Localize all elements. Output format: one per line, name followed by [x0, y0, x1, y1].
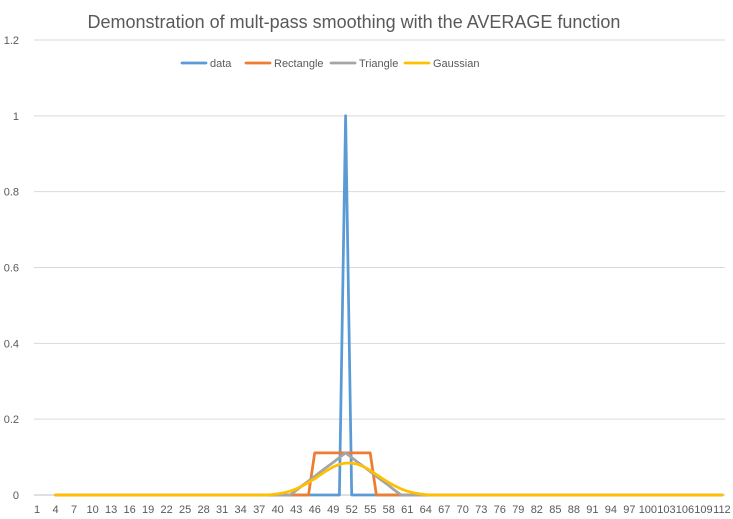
x-tick-label: 94	[605, 504, 617, 516]
x-tick-label: 112	[713, 504, 731, 516]
x-tick-label: 7	[71, 504, 77, 516]
x-tick-label: 88	[568, 504, 580, 516]
series-line-gaussian	[54, 461, 724, 497]
series-line-data	[54, 114, 724, 497]
x-tick-label: 91	[586, 504, 598, 516]
legend-label: Rectangle	[274, 58, 324, 70]
x-tick-label: 52	[346, 504, 358, 516]
y-tick-label: 0	[13, 490, 19, 502]
x-tick-label: 58	[383, 504, 395, 516]
legend: data Rectangle Triangle Gaussian	[180, 58, 479, 70]
x-tick-label: 76	[494, 504, 506, 516]
x-tick-label: 37	[253, 504, 265, 516]
x-tick-label: 28	[198, 504, 210, 516]
x-tick-label: 97	[623, 504, 635, 516]
x-tick-label: 34	[235, 504, 247, 516]
x-tick-label: 31	[216, 504, 228, 516]
x-tick-label: 109	[694, 504, 712, 516]
y-tick-label: 0.6	[4, 263, 19, 275]
y-tick-label: 0.8	[4, 187, 19, 199]
x-tick-label: 1	[34, 504, 40, 516]
legend-label: Gaussian	[433, 58, 479, 70]
y-tick-label: 1.2	[4, 35, 19, 47]
y-tick-label: 0.4	[4, 338, 19, 350]
x-tick-label: 49	[327, 504, 339, 516]
axes: 0 0.2 0.4 0.6 0.8 1 1.2 1 4 7 10 13 16 19 22 25 28 31 34 37…	[4, 35, 731, 516]
x-tick-label: 25	[179, 504, 191, 516]
x-tick-label: 73	[475, 504, 487, 516]
series-lines	[54, 114, 724, 497]
x-tick-label: 79	[512, 504, 524, 516]
x-tick-label: 100	[639, 504, 657, 516]
gridlines	[34, 39, 725, 420]
x-tick-label: 55	[364, 504, 376, 516]
legend-label: data	[210, 58, 232, 70]
x-tick-label: 16	[124, 504, 136, 516]
x-tick-label: 19	[142, 504, 154, 516]
x-tick-label: 85	[549, 504, 561, 516]
y-tick-label: 1	[13, 111, 19, 123]
x-tick-label: 13	[105, 504, 117, 516]
x-tick-label: 103	[657, 504, 675, 516]
x-tick-label: 40	[272, 504, 284, 516]
x-tick-label: 106	[676, 504, 694, 516]
chart-title: Demonstration of mult-pass smoothing wit…	[88, 12, 621, 32]
y-tick-label: 0.2	[4, 414, 19, 426]
x-tick-label: 43	[290, 504, 302, 516]
x-tick-label: 4	[53, 504, 59, 516]
x-tick-label: 70	[457, 504, 469, 516]
x-tick-label: 22	[161, 504, 173, 516]
series-line-rectangle	[54, 451, 724, 497]
x-tick-label: 10	[86, 504, 98, 516]
x-tick-label: 82	[531, 504, 543, 516]
series-line-triangle	[54, 451, 724, 497]
x-tick-label: 64	[420, 504, 432, 516]
x-tick-label: 67	[438, 504, 450, 516]
x-tick-label: 61	[401, 504, 413, 516]
x-tick-label: 46	[309, 504, 321, 516]
legend-label: Triangle	[359, 58, 398, 70]
